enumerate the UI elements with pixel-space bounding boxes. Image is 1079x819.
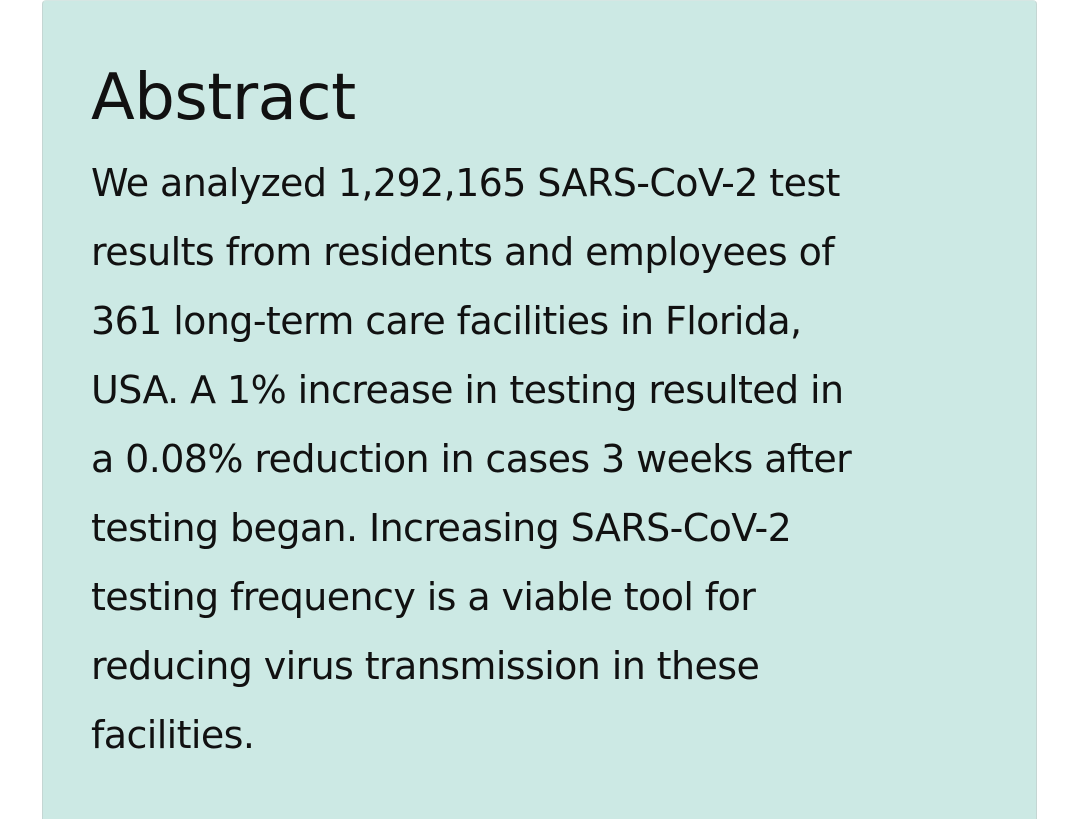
abstract-line: results from residents and employees of <box>91 230 835 274</box>
abstract-line: USA. A 1% increase in testing resulted i… <box>91 368 844 412</box>
abstract-line: reducing virus transmission in these <box>91 644 760 688</box>
abstract-line: facilities. <box>91 713 255 757</box>
abstract-line: 361 long-term care facilities in Florida… <box>91 299 802 343</box>
abstract-body: We analyzed 1,292,165 SARS-CoV-2 test re… <box>91 149 852 770</box>
abstract-heading: Abstract <box>91 61 356 135</box>
abstract-line: a 0.08% reduction in cases 3 weeks after <box>91 437 852 481</box>
abstract-line: testing began. Increasing SARS-CoV-2 <box>91 506 792 550</box>
abstract-panel: Abstract We analyzed 1,292,165 SARS-CoV-… <box>42 0 1037 819</box>
abstract-line: We analyzed 1,292,165 SARS-CoV-2 test <box>91 161 840 205</box>
abstract-line: testing frequency is a viable tool for <box>91 575 756 619</box>
